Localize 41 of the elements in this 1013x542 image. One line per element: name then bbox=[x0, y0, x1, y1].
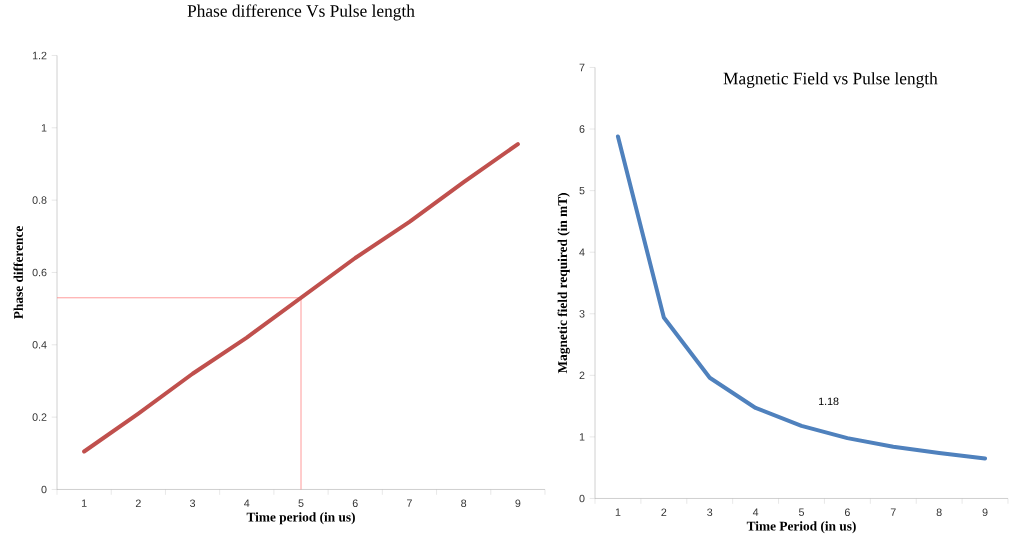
y-tick-label: 0.8 bbox=[32, 196, 47, 204]
y-tick-label: 2 bbox=[579, 371, 585, 379]
y-tick-label: 3 bbox=[579, 309, 585, 318]
x-tick-label: 8 bbox=[461, 499, 467, 507]
x-axis-title: Time Period (in us) bbox=[746, 520, 856, 534]
y-tick-label: 6 bbox=[579, 125, 585, 133]
x-tick-label: 1 bbox=[81, 499, 87, 507]
y-tick-label: 1 bbox=[41, 123, 47, 132]
y-tick-label: 0 bbox=[579, 494, 585, 503]
y-axis-title: Phase difference bbox=[13, 225, 23, 319]
x-tick-label: 2 bbox=[135, 499, 141, 507]
x-tick-label: 4 bbox=[244, 499, 250, 507]
x-tick-label: 1 bbox=[615, 508, 621, 516]
x-tick-label: 7 bbox=[890, 508, 896, 516]
y-tick-label: 0.2 bbox=[32, 413, 47, 421]
y-tick-label: 5 bbox=[579, 186, 585, 195]
y-tick-label: 1 bbox=[579, 432, 585, 441]
y-tick-label: 7 bbox=[579, 63, 585, 71]
x-axis-title: Time period (in us) bbox=[246, 511, 355, 525]
y-axis-title: Magnetic field required (in mT) bbox=[557, 192, 570, 373]
y-tick-label: 0 bbox=[41, 485, 47, 494]
x-tick-label: 7 bbox=[407, 499, 412, 507]
y-tick-label: 4 bbox=[579, 248, 585, 256]
y-tick-label: 1.2 bbox=[32, 51, 47, 59]
x-tick-label: 6 bbox=[352, 499, 358, 507]
x-tick-label: 6 bbox=[844, 508, 850, 516]
x-tick-label: 4 bbox=[752, 508, 759, 516]
x-tick-label: 5 bbox=[298, 499, 304, 507]
annotation: 1.18 bbox=[819, 397, 839, 405]
x-tick-label: 2 bbox=[661, 508, 667, 516]
x-tick-label: 3 bbox=[707, 508, 713, 516]
chart-title: Magnetic Field vs Pulse length bbox=[723, 71, 938, 88]
x-tick-label: 3 bbox=[189, 499, 196, 507]
x-tick-label: 9 bbox=[982, 508, 988, 516]
y-tick-label: 0.6 bbox=[32, 268, 47, 277]
line-series bbox=[615, 134, 988, 461]
x-tick-label: 8 bbox=[936, 508, 942, 516]
x-tick-label: 5 bbox=[798, 508, 805, 516]
y-tick-label: 0.4 bbox=[32, 340, 47, 349]
chart-title: Phase difference Vs Pulse length bbox=[187, 4, 415, 21]
x-tick-label: 9 bbox=[515, 499, 521, 507]
